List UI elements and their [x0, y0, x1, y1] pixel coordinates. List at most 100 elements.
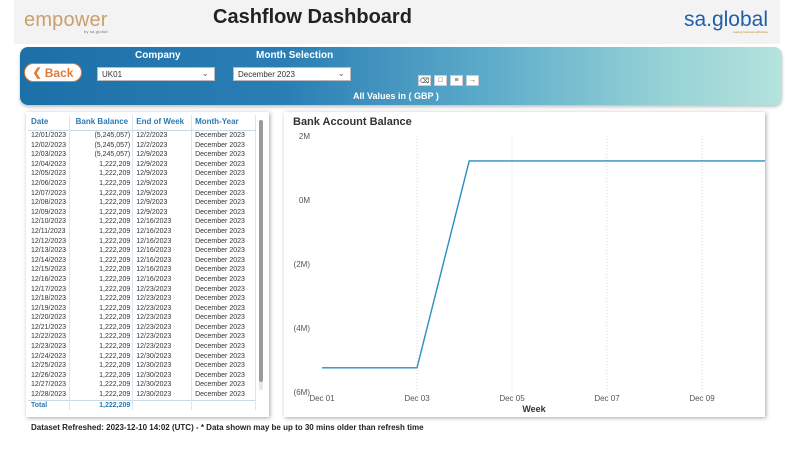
cashflow-table: Date Bank Balance End of Week Month-Year… — [28, 115, 256, 411]
cell-end-of-week: 12/23/2023 — [132, 284, 193, 295]
cell-bank-balance: 1,222,209 — [69, 265, 134, 275]
table-row[interactable]: 12/24/2023 1,222,209 12/30/2023 December 20… — [28, 351, 256, 362]
company-label: Company — [135, 50, 181, 61]
cell-date: 12/07/2023 — [28, 188, 71, 199]
cell-month-year: December 2023 — [191, 255, 256, 266]
table-row[interactable]: 12/06/2023 1,222,209 12/9/2023 December 202… — [28, 178, 256, 189]
cell-month-year: December 2023 — [191, 265, 256, 275]
cell-month-year: December 2023 — [191, 188, 256, 199]
table-row[interactable]: 12/25/2023 1,222,209 12/30/2023 December 20… — [28, 361, 256, 371]
cell-end-of-week: 12/30/2023 — [132, 390, 193, 401]
table-row[interactable]: 12/14/2023 1,222,209 12/16/2023 December 20… — [28, 255, 256, 266]
cell-bank-balance: 1,222,209 — [69, 198, 134, 208]
table-row[interactable]: 12/22/2023 1,222,209 12/23/2023 December 20… — [28, 332, 256, 343]
cell-bank-balance: 1,222,209 — [69, 207, 134, 218]
table-row[interactable]: 12/13/2023 1,222,209 12/16/2023 December 20… — [28, 246, 256, 256]
table-row[interactable]: 12/15/2023 1,222,209 12/16/2023 December 20… — [28, 265, 256, 275]
column-header-month-year[interactable]: Month-Year — [191, 115, 256, 131]
table-row[interactable]: 12/28/2023 1,222,209 12/30/2023 December 20… — [28, 390, 256, 401]
cell-month-year: December 2023 — [191, 332, 256, 343]
table-row[interactable]: 12/21/2023 1,222,209 12/23/2023 December 20… — [28, 322, 256, 333]
table-row[interactable]: 12/19/2023 1,222,209 12/23/2023 December 20… — [28, 303, 256, 314]
cell-bank-balance: 1,222,209 — [69, 361, 134, 371]
cell-bank-balance: 1,222,209 — [69, 380, 134, 391]
eraser-icon[interactable]: ⌫ — [418, 75, 431, 86]
cell-bank-balance: 1,222,209 — [69, 322, 134, 333]
cell-end-of-week: 12/16/2023 — [132, 246, 193, 256]
series-line-bank-balance — [322, 160, 765, 369]
table-row[interactable]: 12/11/2023 1,222,209 12/16/2023 December 20… — [28, 226, 256, 237]
table-row[interactable]: 12/23/2023 1,222,209 12/23/2023 December 20… — [28, 342, 256, 352]
table-row[interactable]: 12/27/2023 1,222,209 12/30/2023 December 20… — [28, 380, 256, 391]
cell-month-year: December 2023 — [191, 294, 256, 304]
table-header-row: Date Bank Balance End of Week Month-Year — [28, 115, 256, 131]
cell-end-of-week: 12/23/2023 — [132, 322, 193, 333]
table-row[interactable]: 12/05/2023 1,222,209 12/9/2023 December 202… — [28, 169, 256, 179]
cell-month-year: December 2023 — [191, 198, 256, 208]
back-button[interactable]: ❮ Back — [24, 63, 82, 82]
table-row[interactable]: 12/17/2023 1,222,209 12/23/2023 December 20… — [28, 284, 256, 295]
table-row[interactable]: 12/09/2023 1,222,209 12/9/2023 December 202… — [28, 207, 256, 218]
cell-bank-balance: 1,222,209 — [69, 236, 134, 247]
arrow-right-icon[interactable]: → — [466, 75, 479, 86]
back-button-label: Back — [44, 65, 74, 80]
cell-month-year: December 2023 — [191, 207, 256, 218]
cell-month-year: December 2023 — [191, 361, 256, 371]
cell-date: 12/12/2023 — [28, 236, 71, 247]
cell-bank-balance: 1,222,209 — [69, 246, 134, 256]
chevron-down-icon: ⌄ — [201, 68, 209, 78]
cell-month-year: December 2023 — [191, 226, 256, 237]
cell-month-year: December 2023 — [191, 351, 256, 362]
company-select[interactable]: UK01 ⌄ — [97, 67, 215, 81]
table-row[interactable]: 12/12/2023 1,222,209 12/16/2023 December 20… — [28, 236, 256, 247]
table-row[interactable]: 12/18/2023 1,222,209 12/23/2023 December 20… — [28, 294, 256, 304]
column-header-end-of-week[interactable]: End of Week — [132, 115, 193, 131]
cell-date: 12/02/2023 — [28, 140, 71, 151]
column-header-date[interactable]: Date — [28, 115, 71, 131]
table-row[interactable]: 12/10/2023 1,222,209 12/16/2023 December 20… — [28, 217, 256, 227]
cell-date: 12/28/2023 — [28, 390, 71, 401]
table-row[interactable]: 12/08/2023 1,222,209 12/9/2023 December 202… — [28, 198, 256, 208]
currency-note: All Values in ( GBP ) — [353, 91, 439, 101]
cell-month-year: December 2023 — [191, 169, 256, 179]
cell-bank-balance: (5,245,057) — [69, 140, 134, 151]
column-header-bank-balance[interactable]: Bank Balance — [69, 115, 134, 131]
table-row[interactable]: 12/01/2023 (5,245,057) 12/2/2023 December 2… — [28, 130, 256, 141]
cell-date: 12/08/2023 — [28, 198, 71, 208]
table-scrollbar-thumb[interactable] — [259, 120, 263, 382]
cell-date: 12/04/2023 — [28, 159, 71, 170]
cell-bank-balance: 1,222,209 — [69, 217, 134, 227]
cell-end-of-week: 12/23/2023 — [132, 332, 193, 343]
cell-bank-balance: 1,222,209 — [69, 274, 134, 285]
cell-month-year: December 2023 — [191, 322, 256, 333]
bookmark-icon[interactable]: □ — [434, 75, 447, 86]
x-tick-label: Dec 05 — [499, 394, 525, 403]
empower-logo: empower by sa.global — [24, 9, 108, 34]
table-row[interactable]: 12/26/2023 1,222,209 12/30/2023 December 20… — [28, 370, 256, 381]
table-row[interactable]: 12/03/2023 (5,245,057) 12/9/2023 December 2… — [28, 150, 256, 160]
cell-date: 12/27/2023 — [28, 380, 71, 391]
cell-date: 12/18/2023 — [28, 294, 71, 304]
cell-month-year: December 2023 — [191, 370, 256, 381]
table-row[interactable]: 12/07/2023 1,222,209 12/9/2023 December 202… — [28, 188, 256, 199]
cell-month-year: December 2023 — [191, 178, 256, 189]
cell-end-of-week: 12/16/2023 — [132, 265, 193, 275]
table-row[interactable]: 12/16/2023 1,222,209 12/16/2023 December 20… — [28, 274, 256, 285]
month-select[interactable]: December 2023 ⌄ — [233, 67, 351, 81]
cell-month-year: December 2023 — [191, 140, 256, 151]
table-row[interactable]: 12/04/2023 1,222,209 12/9/2023 December 202… — [28, 159, 256, 170]
month-selection-label: Month Selection — [256, 50, 334, 61]
saglobal-logo: sa.global making business effortless — [683, 8, 768, 34]
cell-end-of-week: 12/2/2023 — [132, 130, 193, 141]
cell-end-of-week: 12/2/2023 — [132, 140, 193, 151]
table-row[interactable]: 12/02/2023 (5,245,057) 12/2/2023 December 2… — [28, 140, 256, 151]
table-row[interactable]: 12/20/2023 1,222,209 12/23/2023 December 20… — [28, 313, 256, 323]
total-value: 1,222,209 — [69, 399, 134, 411]
filter-icon[interactable]: ≡ — [450, 75, 463, 86]
cell-date: 12/05/2023 — [28, 169, 71, 179]
cell-end-of-week: 12/9/2023 — [132, 169, 193, 179]
cashflow-table-panel: Date Bank Balance End of Week Month-Year… — [26, 112, 269, 417]
cell-end-of-week: 12/30/2023 — [132, 380, 193, 391]
x-tick-label: Dec 09 — [689, 394, 715, 403]
cell-end-of-week: 12/16/2023 — [132, 274, 193, 285]
